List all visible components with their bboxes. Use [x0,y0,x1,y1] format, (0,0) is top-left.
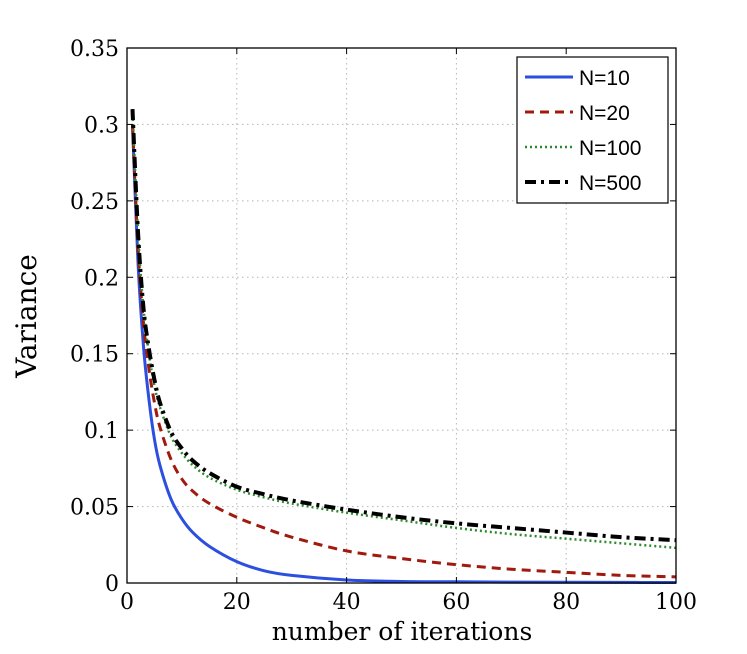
x-tick-label: 40 [333,590,361,615]
legend: N=10 N=20 N=100 N=500 [516,56,669,204]
x-tick-label: 20 [223,590,251,615]
legend-label: N=20 [579,102,630,125]
y-tick-label: 0.05 [70,496,119,521]
y-tick-label: 0.3 [84,113,119,138]
series-line-n-500 [130,109,677,543]
x-tick-label: 80 [552,590,580,615]
y-tick-label: 0.35 [70,37,119,62]
y-tick-label: 0.15 [70,343,119,368]
legend-label: N=10 [579,67,630,90]
y-tick-label: 0.1 [84,419,119,444]
legend-label: N=100 [579,137,641,160]
x-axis-title: number of iterations [272,617,533,646]
legend-label: N=500 [579,172,641,195]
y-tick-label: 0.25 [70,190,119,215]
x-tick-label: 60 [442,590,470,615]
series-line-n-100 [131,109,677,550]
axis-ticks: 0 20 40 60 80 100 0 0.05 0.1 0.15 0.2 0.25 0.3 0.35 [70,37,697,615]
x-tick-label: 100 [655,590,697,615]
y-axis-title: Variance [10,254,43,379]
series-lines [130,109,677,585]
grid [127,48,676,583]
y-tick-label: 0.2 [84,266,119,291]
plot-frame [126,47,677,584]
legend-box [516,56,669,204]
x-tick-label: 0 [120,590,134,615]
series-line-n-10 [130,124,677,585]
y-tick-label: 0 [105,572,119,597]
